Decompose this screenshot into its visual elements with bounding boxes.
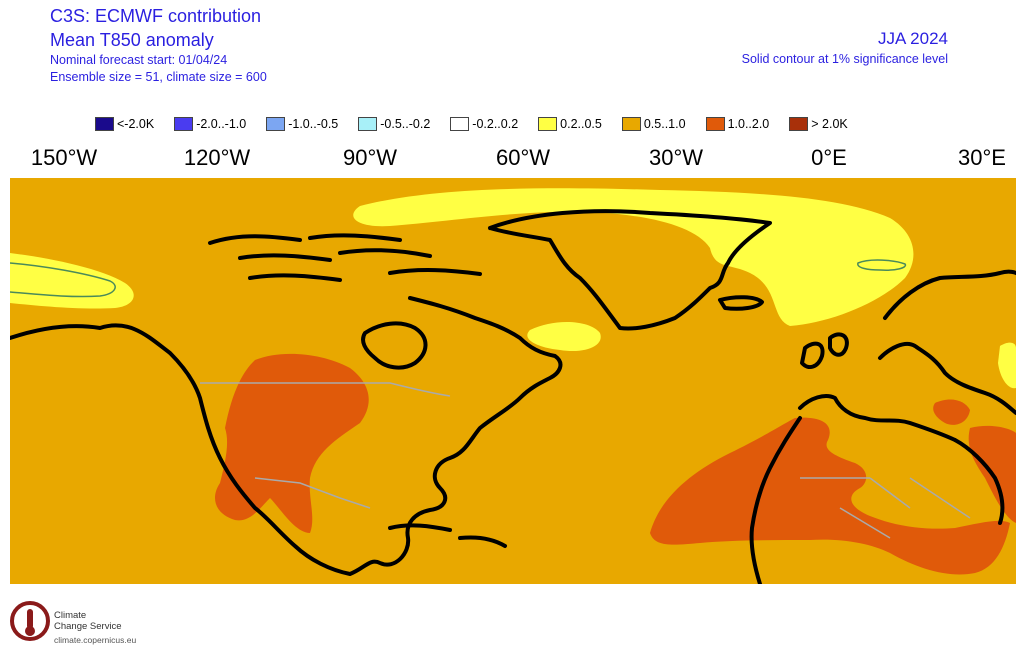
legend-item: 0.5..1.0 <box>621 117 686 131</box>
legend-swatch <box>450 117 470 131</box>
legend-swatch <box>789 117 809 131</box>
orange-region-mediterranean <box>933 399 970 425</box>
legend-item: -1.0..-0.5 <box>266 117 338 131</box>
logo-line1: Climate <box>54 610 87 621</box>
legend-label: <-2.0K <box>117 117 155 131</box>
legend-label: 0.5..1.0 <box>643 117 686 131</box>
logo-text: Climate Change Service <box>54 610 122 632</box>
longitude-label: 0°E <box>811 145 847 170</box>
legend-item: -0.2..0.2 <box>450 117 518 131</box>
longitude-label: 90°W <box>342 145 398 170</box>
legend-label: -0.5..-0.2 <box>380 117 431 131</box>
legend: <-2.0K -2.0..-1.0 -1.0..-0.5 -0.5..-0.2 -0.2… <box>95 117 848 131</box>
yellow-region-greenland-arctic <box>353 188 914 326</box>
borders <box>200 382 971 539</box>
significance-note: Solid contour at 1% significance level <box>741 52 948 66</box>
forecast-start: Nominal forecast start: 01/04/24 <box>50 53 228 67</box>
coastline-british-isles <box>800 332 849 370</box>
legend-item: > 2.0K <box>789 117 848 131</box>
legend-swatch <box>358 117 378 131</box>
legend-item: 0.2..0.5 <box>538 117 602 131</box>
legend-swatch <box>95 117 114 131</box>
season-label: JJA 2024 <box>878 29 948 48</box>
border-us-canada <box>200 382 451 397</box>
legend-label: > 2.0K <box>811 117 848 131</box>
legend-label: 0.2..0.5 <box>560 117 602 131</box>
coastline-greenland <box>488 209 772 331</box>
significance-contour-norway-sea <box>857 259 907 271</box>
coastline-hudson-bay <box>361 321 428 370</box>
ensemble-info: Ensemble size = 51, climate size = 600 <box>50 70 267 84</box>
longitude-label: 30°E <box>958 145 1006 170</box>
longitude-label: 30°W <box>648 145 704 170</box>
coastline-iceland <box>718 295 764 311</box>
yellow-region-south-greenland <box>527 322 601 352</box>
legend-label: -0.2..0.2 <box>472 117 519 131</box>
anomaly-map <box>10 178 1016 584</box>
coastline-caribbean <box>388 523 507 548</box>
yellow-region-russia <box>998 342 1016 389</box>
legend-item: 1.0..2.0 <box>705 117 770 131</box>
legend-swatch <box>174 117 194 131</box>
border-us-mexico <box>254 477 371 509</box>
coastline-africa <box>749 416 1005 584</box>
coastline-europe <box>798 269 1016 442</box>
legend-swatch <box>705 117 725 131</box>
thermometer-bulb-icon <box>25 626 35 636</box>
legend-label: -2.0..-1.0 <box>196 117 247 131</box>
legend-item: -0.5..-0.2 <box>358 117 430 131</box>
orange-region-atlantic-africa <box>650 417 1010 575</box>
chart-subtitle: Mean T850 anomaly <box>50 30 214 50</box>
logo-line2: Change Service <box>54 621 122 632</box>
legend-swatch <box>266 117 286 131</box>
coastline-canadian-archipelago <box>208 233 482 282</box>
longitude-labels: 150°W 120°W 90°W 60°W 30°W 0°E 30°E <box>0 145 1024 175</box>
legend-item: <-2.0K <box>95 117 154 131</box>
orange-region-west-us <box>215 353 369 533</box>
coastlines <box>10 209 1016 584</box>
season-block: JJA 2024 Solid contour at 1% significanc… <box>742 28 948 68</box>
legend-swatch <box>538 117 558 131</box>
longitude-label: 150°W <box>30 145 98 170</box>
title-block: C3S: ECMWF contribution Mean T850 anomal… <box>50 4 267 86</box>
longitude-label: 120°W <box>183 145 251 170</box>
logo-url[interactable]: climate.copernicus.eu <box>54 635 137 645</box>
logo-ring <box>10 601 50 641</box>
significance-contour-alaska <box>10 262 116 298</box>
chart-title: C3S: ECMWF contribution <box>50 6 262 26</box>
legend-label: 1.0..2.0 <box>727 117 770 131</box>
longitude-label: 60°W <box>495 145 551 170</box>
legend-swatch <box>621 117 641 131</box>
border-africa-europe <box>800 477 971 539</box>
copernicus-logo <box>10 601 50 641</box>
legend-label: -1.0..-0.5 <box>288 117 339 131</box>
legend-item: -2.0..-1.0 <box>174 117 246 131</box>
thermometer-icon <box>27 609 33 629</box>
